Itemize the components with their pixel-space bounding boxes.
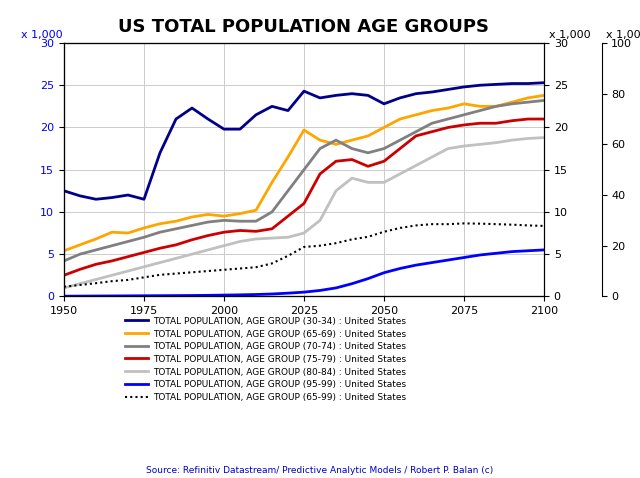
Text: x 1,000: x 1,000 [21, 31, 63, 41]
Text: Source: Refinitiv Datastream/ Predictive Analytic Models / Robert P. Balan (c): Source: Refinitiv Datastream/ Predictive… [147, 466, 493, 475]
Text: x 1,000: x 1,000 [548, 31, 591, 41]
Legend: TOTAL POPULATION, AGE GROUP (30-34) : United States, TOTAL POPULATION, AGE GROUP: TOTAL POPULATION, AGE GROUP (30-34) : Un… [122, 313, 410, 406]
Title: US TOTAL POPULATION AGE GROUPS: US TOTAL POPULATION AGE GROUPS [118, 18, 490, 36]
Text: x 1,000: x 1,000 [607, 31, 640, 41]
